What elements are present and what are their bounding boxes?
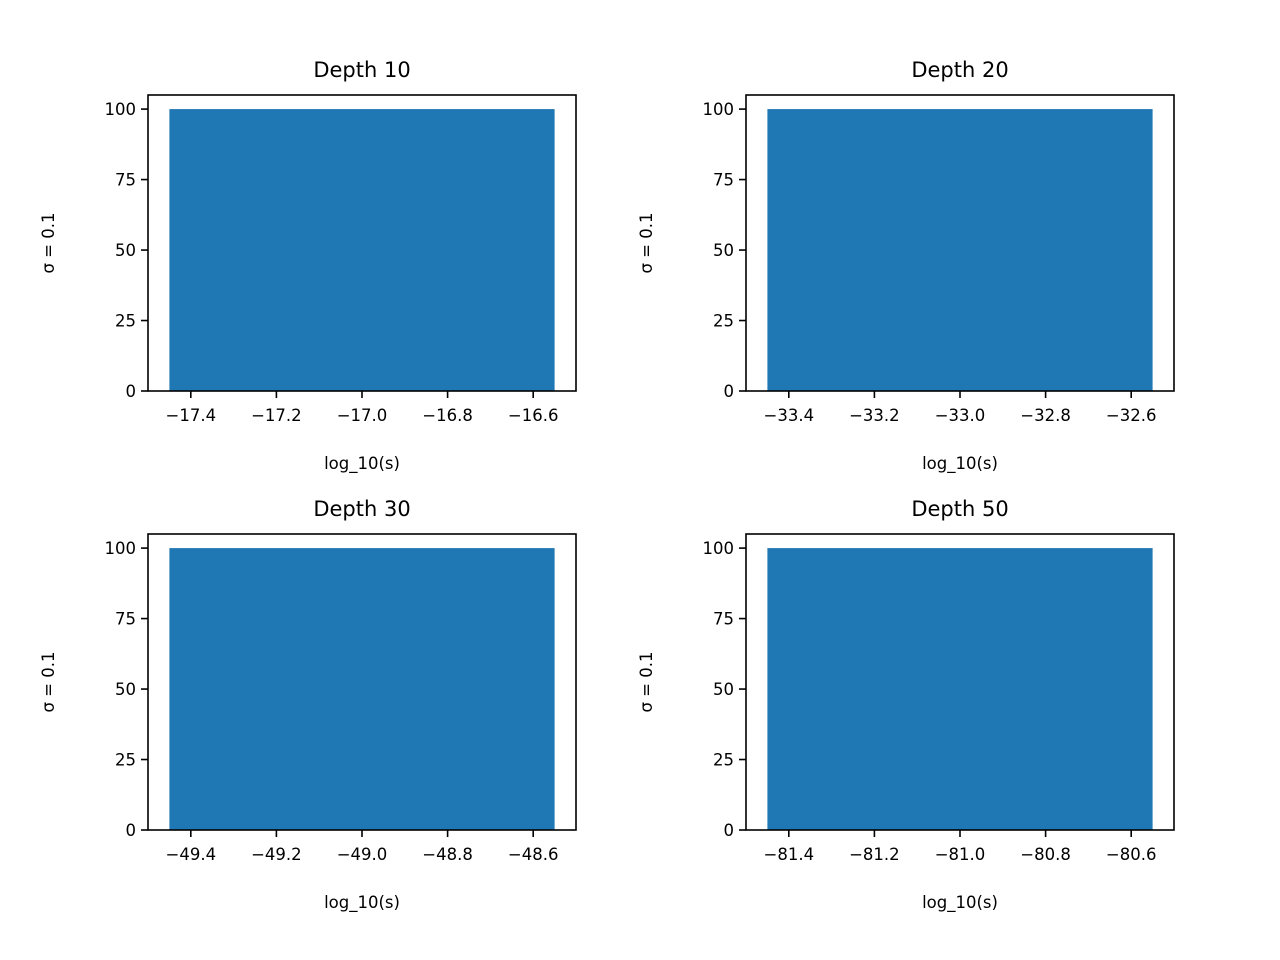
x-axis-label: log_10(s): [922, 893, 998, 913]
subplot-title: Depth 50: [911, 497, 1008, 521]
subplot-3: −49.4 −49.2 −49.0 −48.8 −48.6 0 25 50 75 100 Depth…: [39, 497, 577, 913]
y-tick-label: 100: [703, 100, 735, 119]
y-tick-label: 75: [713, 610, 734, 629]
subplot-title: Depth 30: [313, 497, 410, 521]
y-tick-label: 25: [713, 751, 734, 770]
y-tick-label: 75: [115, 610, 136, 629]
y-tick-label: 100: [105, 100, 137, 119]
x-axis-label: log_10(s): [324, 454, 400, 474]
y-tick-label: 50: [115, 241, 136, 260]
histogram-bar: [169, 548, 555, 830]
y-tick-label: 0: [126, 821, 137, 840]
y-tick-label: 100: [105, 539, 137, 558]
subplot-title: Depth 20: [911, 58, 1008, 82]
y-tick-label: 75: [713, 171, 734, 190]
x-tick-label: −16.8: [422, 406, 473, 425]
subplot-grid: −17.4 −17.2 −17.0 −16.8 −16.6 0 25 50 75 100 Depth…: [39, 58, 1175, 913]
y-axis-label: σ = 0.1: [39, 212, 58, 273]
x-tick-label: −32.6: [1106, 406, 1157, 425]
x-tick-label: −49.0: [337, 845, 388, 864]
y-axis-label: σ = 0.1: [637, 651, 656, 712]
y-tick-label: 75: [115, 171, 136, 190]
x-tick-label: −17.0: [337, 406, 388, 425]
x-tick-label: −17.4: [166, 406, 217, 425]
subplot-2: −33.4 −33.2 −33.0 −32.8 −32.6 0 25 50 75 100 Depth…: [637, 58, 1175, 474]
x-tick-label: −17.2: [251, 406, 302, 425]
x-axis-label: log_10(s): [922, 454, 998, 474]
x-tick-label: −48.8: [422, 845, 473, 864]
y-tick-label: 100: [703, 539, 735, 558]
subplot-title: Depth 10: [313, 58, 410, 82]
y-axis-label: σ = 0.1: [39, 651, 58, 712]
x-tick-label: −81.2: [849, 845, 900, 864]
histogram-bar: [169, 109, 555, 391]
x-tick-label: −33.2: [849, 406, 900, 425]
x-tick-label: −49.4: [166, 845, 217, 864]
histogram-bar: [767, 548, 1153, 830]
x-tick-label: −49.2: [251, 845, 302, 864]
y-tick-label: 25: [115, 751, 136, 770]
x-tick-label: −32.8: [1020, 406, 1071, 425]
x-tick-label: −81.0: [935, 845, 986, 864]
y-tick-label: 50: [713, 241, 734, 260]
y-tick-label: 0: [724, 382, 735, 401]
x-tick-label: −81.4: [764, 845, 815, 864]
subplot-4: −81.4 −81.2 −81.0 −80.8 −80.6 0 25 50 75 100 Depth…: [637, 497, 1175, 913]
y-tick-label: 0: [724, 821, 735, 840]
y-tick-label: 50: [713, 680, 734, 699]
x-tick-label: −48.6: [508, 845, 559, 864]
y-tick-label: 0: [126, 382, 137, 401]
y-tick-label: 25: [115, 312, 136, 331]
x-tick-label: −80.6: [1106, 845, 1157, 864]
x-tick-label: −33.0: [935, 406, 986, 425]
y-tick-label: 25: [713, 312, 734, 331]
x-tick-label: −16.6: [508, 406, 559, 425]
x-tick-label: −80.8: [1020, 845, 1071, 864]
y-axis-label: σ = 0.1: [637, 212, 656, 273]
subplot-1: −17.4 −17.2 −17.0 −16.8 −16.6 0 25 50 75 100 Depth…: [39, 58, 577, 474]
y-tick-label: 50: [115, 680, 136, 699]
x-axis-label: log_10(s): [324, 893, 400, 913]
x-tick-label: −33.4: [764, 406, 815, 425]
histogram-bar: [767, 109, 1153, 391]
